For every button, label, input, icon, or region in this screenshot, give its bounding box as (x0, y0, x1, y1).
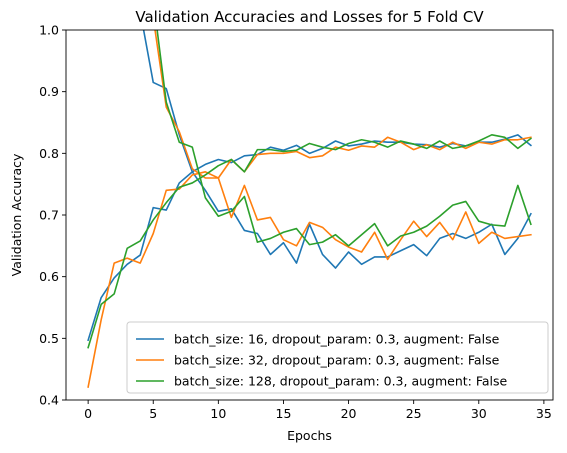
y-tick-label: 0.4 (39, 393, 59, 408)
legend-label-1: batch_size: 16, dropout_param: 0.3, augm… (174, 332, 500, 347)
legend-label-3: batch_size: 128, dropout_param: 0.3, aug… (174, 374, 508, 389)
series-2-accuracy-line (87, 136, 532, 388)
series-1-loss-line (142, 30, 532, 269)
series-3-loss-line (156, 30, 532, 247)
x-tick-label: 0 (84, 406, 92, 421)
x-tick-label: 15 (276, 406, 292, 421)
y-tick-label: 0.7 (39, 208, 59, 223)
y-tick-label: 1.0 (39, 23, 59, 38)
legend-label-2: batch_size: 32, dropout_param: 0.3, augm… (174, 353, 500, 368)
x-axis-title: Epochs (287, 428, 332, 443)
x-tick-label: 10 (210, 406, 226, 421)
x-tick-label: 25 (406, 406, 422, 421)
chart-title: Validation Accuracies and Losses for 5 F… (135, 8, 484, 26)
series-layer (87, 30, 532, 388)
y-tick-label: 0.9 (39, 84, 59, 99)
plot-frame (65, 29, 554, 401)
x-tick-label: 30 (471, 406, 487, 421)
y-tick-label: 0.5 (39, 331, 59, 346)
axis-ticks: 0 5 10 15 20 25 30 35 0.4 0.5 0.6 0.7 0.8 0.9 1.0 (39, 23, 552, 422)
legend: batch_size: 16, dropout_param: 0.3, augm… (126, 321, 549, 394)
x-tick-label: 20 (341, 406, 357, 421)
series-2-loss-line (154, 30, 532, 261)
series-3-accuracy-line (87, 134, 532, 349)
y-tick-label: 0.8 (39, 146, 59, 161)
legend-box (126, 321, 549, 394)
y-tick-label: 0.6 (39, 269, 59, 284)
y-axis-title: Validation Accuracy (9, 153, 24, 276)
x-tick-label: 5 (149, 406, 157, 421)
x-tick-label: 35 (536, 406, 552, 421)
